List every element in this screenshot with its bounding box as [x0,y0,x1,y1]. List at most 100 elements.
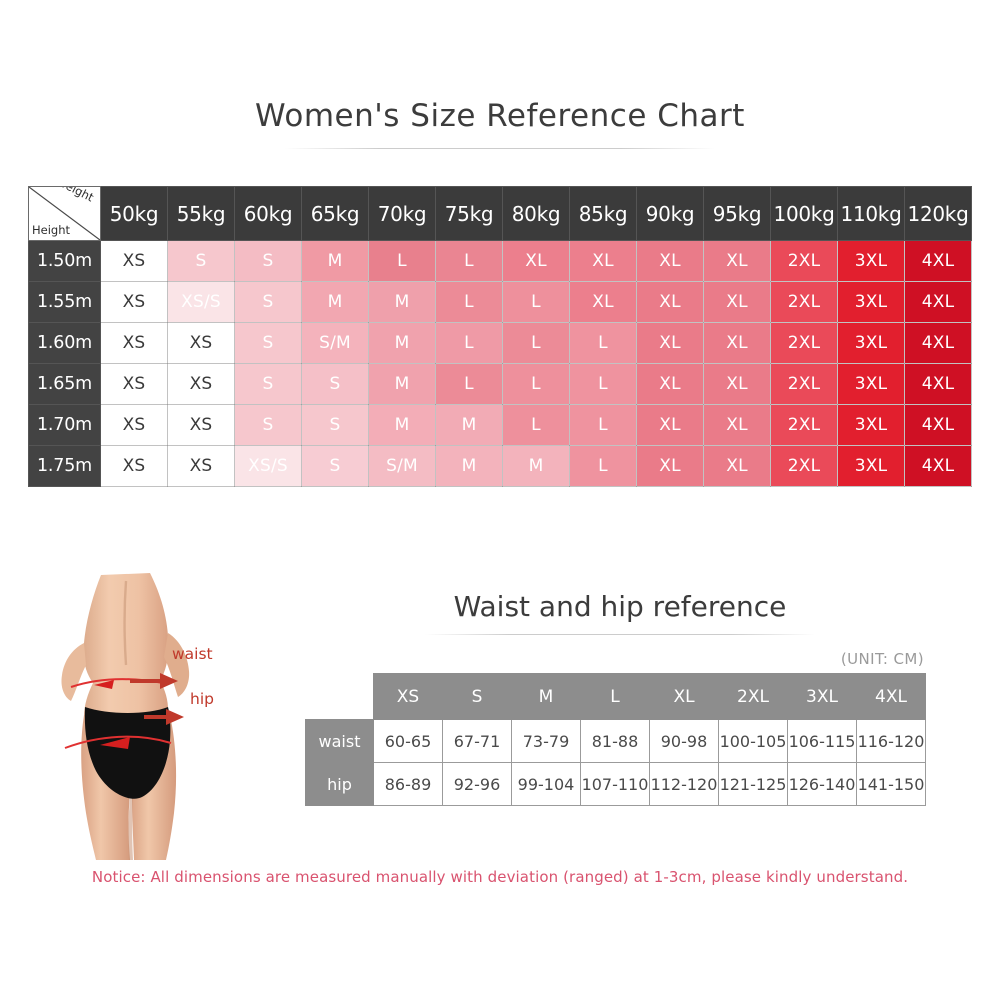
size-cell: 3XL [837,240,905,282]
size-cell: L [502,281,570,323]
weight-column-header: 120kg [904,186,972,241]
hip-pointer-arrow-icon [166,709,184,725]
height-row-header: 1.60m [28,322,101,364]
waist-hip-row: waist 60-65 67-71 73-79 81-88 90-98 100-105 106… [305,719,926,763]
height-row-header: 1.65m [28,363,101,405]
size-cell: 4XL [904,240,972,282]
size-table-row: 1.70m XS XS S S M M L L XL XL 2XL 3XL 4XL [28,404,972,446]
measurement-row-header: hip [305,762,374,806]
section-title-divider [425,634,815,635]
size-cell: XL [703,445,771,487]
size-cell: S [234,281,302,323]
size-cell: L [368,240,436,282]
size-cell: XS [100,445,168,487]
size-cell: XL [636,363,704,405]
size-cell: XS [167,404,235,446]
hip-annotation-label: hip [190,690,214,708]
size-cell: L [502,322,570,364]
weight-column-header: 85kg [569,186,637,241]
size-cell: XL [569,240,637,282]
measurement-cell: 106-115 [787,719,857,763]
waist-inner-arrow-icon [94,680,114,689]
weight-column-header: 80kg [502,186,570,241]
size-cell: 3XL [837,404,905,446]
waist-hip-row: hip 86-89 92-96 99-104 107-110 112-120 121-125… [305,762,926,806]
height-weight-corner-cell: Weight Height [28,186,101,241]
size-cell: S [167,240,235,282]
size-cell: XL [636,445,704,487]
measurement-cell: 86-89 [373,762,443,806]
size-cell: XL [636,281,704,323]
size-column-header: M [511,673,581,720]
measurement-cell: 73-79 [511,719,581,763]
size-cell: XL [703,281,771,323]
size-column-header: 4XL [856,673,926,720]
size-table-row: 1.60m XS XS S S/M M L L L XL XL 2XL 3XL 4XL [28,322,972,364]
size-reference-body: Weight Height 50kg 55kg 60kg 65kg 70kg 75kg 80kg… [28,186,972,487]
weight-column-header: 65kg [301,186,369,241]
height-row-header: 1.75m [28,445,101,487]
weight-column-header: 70kg [368,186,436,241]
hip-inner-arrow-icon [100,737,130,749]
measurement-cell: 99-104 [511,762,581,806]
title-divider [285,148,715,149]
size-cell: 2XL [770,404,838,446]
size-cell: L [569,404,637,446]
size-cell: 3XL [837,281,905,323]
size-cell: S [301,363,369,405]
size-cell: M [368,404,436,446]
waist-hip-title-block: Waist and hip reference [290,588,950,635]
size-cell: L [435,322,503,364]
size-cell: M [301,240,369,282]
height-row-header: 1.50m [28,240,101,282]
weight-column-header: 95kg [703,186,771,241]
size-cell: XS/S [167,281,235,323]
measurement-cell: 121-125 [718,762,788,806]
size-cell: L [569,445,637,487]
size-cell: M [502,445,570,487]
size-cell: L [569,322,637,364]
weight-column-header: 55kg [167,186,235,241]
size-cell: XL [703,240,771,282]
size-cell: S [234,240,302,282]
size-cell: S [301,404,369,446]
size-cell: S/M [368,445,436,487]
size-cell: M [435,404,503,446]
weight-column-header: 100kg [770,186,838,241]
corner-height-label: Height [32,223,71,237]
size-cell: 3XL [837,322,905,364]
measurement-cell: 126-140 [787,762,857,806]
size-cell: XL [703,322,771,364]
size-cell: L [435,363,503,405]
waist-hip-body: XS S M L XL 2XL 3XL 4XL waist 60-65 67-71 73-79 81-8… [305,673,926,806]
measurement-cell: 112-120 [649,762,719,806]
size-cell: XL [502,240,570,282]
measurement-cell: 90-98 [649,719,719,763]
size-cell: S [301,445,369,487]
size-cell: M [368,363,436,405]
size-column-header: XL [649,673,719,720]
size-cell: XL [636,404,704,446]
hip-measure-line [64,735,172,749]
spine-line [123,580,128,666]
measurement-cell: 81-88 [580,719,650,763]
size-cell: 4XL [904,404,972,446]
body-measurement-illustration [38,565,253,860]
size-column-header: XS [373,673,443,720]
size-cell: L [435,240,503,282]
size-cell: XS [100,240,168,282]
size-cell: L [502,404,570,446]
unit-label: (UNIT: CM) [840,650,924,668]
measurement-cell: 67-71 [442,719,512,763]
size-cell: S [234,363,302,405]
size-cell: XS [167,363,235,405]
size-cell: XS [100,322,168,364]
size-cell: M [368,281,436,323]
size-cell: L [435,281,503,323]
weight-column-header: 60kg [234,186,302,241]
corner-diagonal-line [29,187,100,240]
main-title-block: Women's Size Reference Chart [0,96,1000,149]
size-cell: S/M [301,322,369,364]
size-cell: 2XL [770,445,838,487]
size-column-header: S [442,673,512,720]
